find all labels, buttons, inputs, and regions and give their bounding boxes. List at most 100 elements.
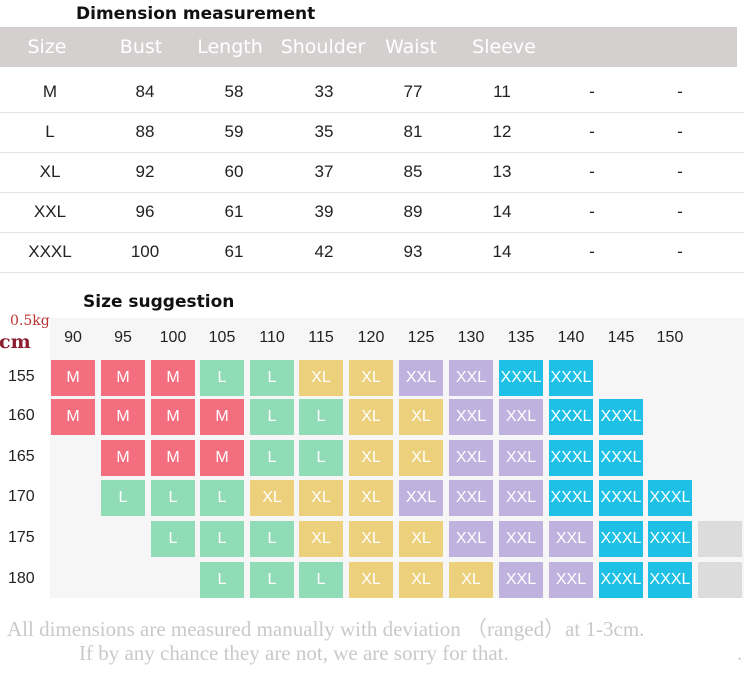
table-cell: 81 xyxy=(403,122,423,141)
size-cell: L xyxy=(250,440,294,476)
table-cell: 13 xyxy=(492,162,512,181)
size-cell: XXL xyxy=(499,562,543,598)
dimension-title: Dimension measurement xyxy=(76,4,316,24)
weight-label: 135 xyxy=(507,329,535,346)
size-cell: M xyxy=(151,360,195,396)
weight-label: 145 xyxy=(607,329,635,346)
size-cell: XXL xyxy=(399,360,443,396)
header-size: Size xyxy=(27,36,67,58)
table-cell: XL xyxy=(39,162,61,181)
header-sleeve: Sleeve xyxy=(472,36,536,58)
table-cell: 33 xyxy=(314,82,334,101)
size-cell: XL xyxy=(349,480,393,516)
table-cell: XXXL xyxy=(28,242,72,261)
size-cell: XXL xyxy=(499,521,543,557)
height-label: 155 xyxy=(8,368,35,385)
table-cell: 92 xyxy=(135,162,155,181)
size-cell: XXL xyxy=(449,521,493,557)
size-cell: L xyxy=(200,562,244,598)
size-cell: XXL xyxy=(449,480,493,516)
table-cell: - xyxy=(589,162,595,181)
size-cell: XXXL xyxy=(549,480,593,516)
size-cell: XL xyxy=(349,440,393,476)
size-cell: M xyxy=(101,440,145,476)
size-cell: M xyxy=(101,360,145,396)
table-cell: XXL xyxy=(33,202,67,221)
table-cell: 84 xyxy=(135,82,155,101)
header-length: Length xyxy=(197,36,263,58)
weight-label: 140 xyxy=(557,329,585,346)
size-cell: M xyxy=(51,360,95,396)
header-bust: Bust xyxy=(119,36,163,58)
weight-label: 130 xyxy=(457,329,485,346)
size-cell: L xyxy=(101,480,145,516)
size-cell: XL xyxy=(299,521,343,557)
height-label: 160 xyxy=(8,407,35,424)
footnote-dot: . xyxy=(737,641,743,665)
footnote-line-1: All dimensions are measured manually wit… xyxy=(7,617,645,641)
table-cell: 61 xyxy=(224,202,244,221)
weight-label: 95 xyxy=(114,329,132,346)
weight-label: 120 xyxy=(357,329,385,346)
table-row: XL 92 60 37 85 13 - - xyxy=(0,152,744,193)
size-cell: XXXL xyxy=(549,399,593,435)
table-cell: - xyxy=(677,82,683,101)
size-cell: L xyxy=(151,521,195,557)
weight-label: 90 xyxy=(64,329,82,346)
size-cell: XXL xyxy=(399,480,443,516)
size-cell: XXL xyxy=(449,399,493,435)
table-cell: 59 xyxy=(224,122,244,141)
size-cell: L xyxy=(299,399,343,435)
table-cell: - xyxy=(589,82,595,101)
table-cell: 93 xyxy=(403,242,423,261)
table-cell: 11 xyxy=(493,82,511,101)
weight-unit-label: 0.5kg xyxy=(10,313,50,329)
table-cell: 14 xyxy=(492,202,512,221)
size-cell: XL xyxy=(399,521,443,557)
size-cell: XXXL xyxy=(599,521,643,557)
size-cell: XXL xyxy=(499,440,543,476)
size-cell: XXL xyxy=(499,480,543,516)
table-cell: 42 xyxy=(314,242,334,261)
size-cell: XXXL xyxy=(499,360,543,396)
table-cell: - xyxy=(677,242,683,261)
size-cell: M xyxy=(151,399,195,435)
size-cell: XXXL xyxy=(549,360,593,396)
size-cell: M xyxy=(200,440,244,476)
header-waist: Waist xyxy=(385,36,437,58)
table-cell: 37 xyxy=(314,162,334,181)
size-cell: XL xyxy=(299,480,343,516)
table-cell: 39 xyxy=(314,202,334,221)
height-label: 180 xyxy=(8,570,35,587)
size-cell: L xyxy=(299,562,343,598)
size-cell: XL xyxy=(349,521,393,557)
table-cell: 14 xyxy=(492,242,512,261)
size-cell: XXL xyxy=(549,562,593,598)
size-cell: XXXL xyxy=(599,480,643,516)
size-cell: XL xyxy=(399,562,443,598)
table-cell: - xyxy=(589,242,595,261)
size-cell: M xyxy=(151,440,195,476)
size-cell: XXL xyxy=(549,521,593,557)
size-cell: XL xyxy=(349,360,393,396)
height-label: 175 xyxy=(8,529,35,546)
table-cell: - xyxy=(589,122,595,141)
table-cell: 100 xyxy=(130,242,160,261)
grid-filler-cell xyxy=(698,562,742,598)
weight-label: 125 xyxy=(407,329,435,346)
weight-label: 150 xyxy=(656,329,684,346)
size-cell: L xyxy=(151,480,195,516)
table-cell: - xyxy=(677,202,683,221)
table-cell: 77 xyxy=(403,82,423,101)
table-cell: 58 xyxy=(224,82,244,101)
size-cell: M xyxy=(51,399,95,435)
size-cell: M xyxy=(200,399,244,435)
size-cell: XL xyxy=(349,399,393,435)
size-cell: XXL xyxy=(449,360,493,396)
suggestion-title: Size suggestion xyxy=(83,292,235,312)
table-cell: - xyxy=(677,122,683,141)
table-row: M 84 58 33 77 11 - - xyxy=(0,72,744,113)
size-cell: L xyxy=(250,360,294,396)
size-cell: XL xyxy=(399,399,443,435)
table-cell: 35 xyxy=(314,122,334,141)
